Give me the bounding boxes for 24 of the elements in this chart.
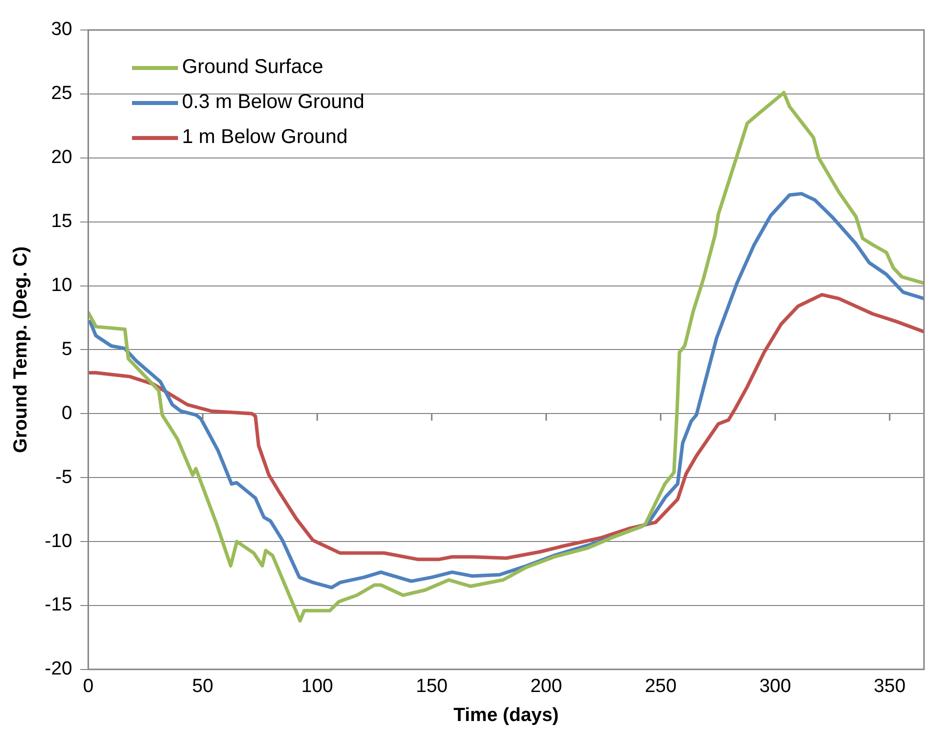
y-tick-label: 30 bbox=[51, 19, 72, 40]
x-tick-label: 50 bbox=[192, 676, 214, 698]
y-tick-label: 10 bbox=[51, 274, 72, 296]
x-tick-label: 250 bbox=[644, 676, 677, 698]
y-tick-label: -10 bbox=[44, 530, 72, 552]
y-tick-label: -20 bbox=[44, 658, 72, 680]
y-tick-label: 20 bbox=[51, 147, 72, 168]
x-tick-label: 150 bbox=[416, 676, 448, 698]
y-tick-label: -5 bbox=[55, 466, 72, 488]
y-tick-label: 15 bbox=[51, 211, 72, 232]
x-tick-label: 350 bbox=[874, 676, 906, 698]
legend-label: Ground Surface bbox=[182, 56, 324, 79]
x-tick-label: 0 bbox=[82, 676, 94, 698]
x-axis-title: Time (days) bbox=[454, 704, 559, 726]
y-axis-title: Ground Temp. (Deg. C) bbox=[10, 246, 32, 453]
y-tick-label: 25 bbox=[51, 83, 72, 104]
x-tick-label: 200 bbox=[530, 676, 562, 698]
legend-label: 0.3 m Below Ground bbox=[182, 91, 364, 114]
y-tick-label: 0 bbox=[62, 402, 72, 424]
y-tick-label: -15 bbox=[44, 594, 72, 616]
y-tick-label: 5 bbox=[62, 338, 72, 360]
x-tick-label: 300 bbox=[759, 676, 792, 698]
legend-label: 1 m Below Ground bbox=[182, 126, 348, 149]
x-tick-label: 100 bbox=[301, 676, 334, 698]
